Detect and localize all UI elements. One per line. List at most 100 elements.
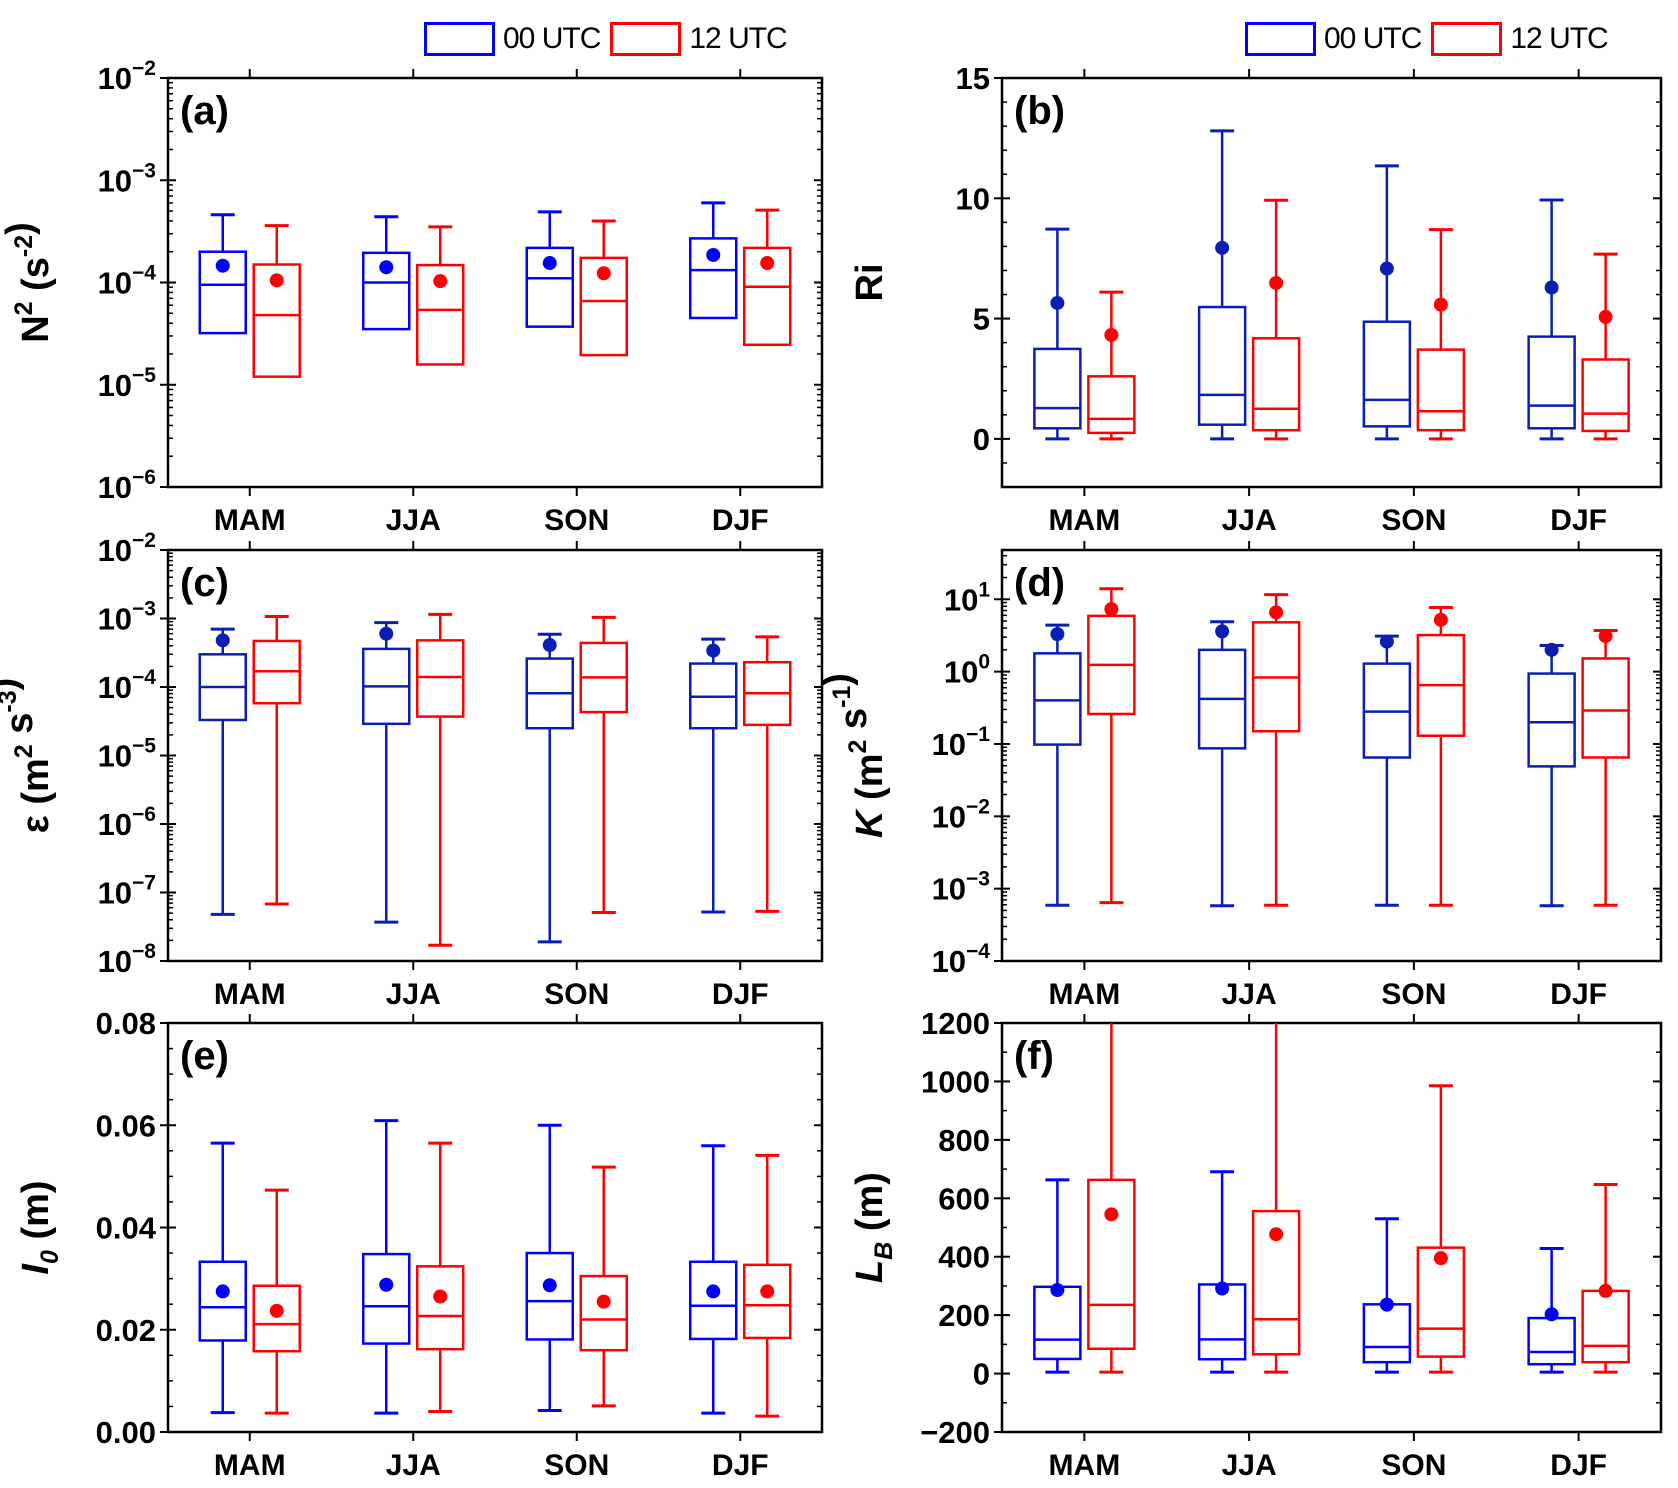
x-tick-label-djf: DJF <box>712 978 769 1011</box>
y-tick-label: 5 <box>973 302 990 337</box>
x-tick-label-son: SON <box>1381 1449 1446 1482</box>
box-12utc-son <box>1416 1084 1466 1374</box>
y-tick-label: 15 <box>956 61 990 96</box>
x-tick-label-jja: JJA <box>386 504 441 537</box>
box-00utc-son <box>1362 1217 1412 1374</box>
box-iqr <box>416 639 465 718</box>
panel-label: (e) <box>180 1034 229 1078</box>
box-12utc-jja <box>1251 593 1301 907</box>
mean-marker <box>1433 612 1448 627</box>
y-tick-label: 10−1 <box>932 723 991 762</box>
mean-marker <box>1598 629 1613 644</box>
box-00utc-djf <box>1527 642 1576 908</box>
box-iqr <box>689 237 738 320</box>
box-iqr <box>362 1252 411 1345</box>
mean-marker <box>1379 261 1394 276</box>
plot-frame <box>1000 76 1663 489</box>
mean-marker <box>269 273 284 288</box>
legend-label-00utc: 00 UTC <box>503 22 601 55</box>
box-12utc-jja <box>416 225 465 366</box>
mean-marker <box>433 1289 448 1304</box>
y-tick-label: 10−5 <box>98 364 157 403</box>
box-12utc-mam <box>252 1188 301 1415</box>
mean-marker <box>269 1303 284 1318</box>
mean-marker <box>215 1284 230 1299</box>
mean-marker <box>1544 280 1559 295</box>
y-tick-label: 100 <box>944 651 990 690</box>
y-tick-label: 0 <box>973 1357 990 1392</box>
box-iqr <box>1527 335 1576 430</box>
mean-marker <box>1104 602 1119 617</box>
box-iqr <box>362 251 411 331</box>
y-tick-label: 10−2 <box>98 57 156 96</box>
box-12utc-djf <box>743 635 792 913</box>
x-tick-label-mam: MAM <box>214 978 286 1011</box>
legend-right: 00 UTC 12 UTC <box>1245 19 1618 59</box>
legend-item-12utc: 12 UTC <box>1431 22 1609 56</box>
box-12utc-jja <box>1251 198 1301 441</box>
box-00utc-mam <box>198 1141 247 1415</box>
mean-marker <box>1269 605 1284 620</box>
box-12utc-mam <box>252 224 301 378</box>
mean-marker <box>542 638 557 653</box>
y-tick-label: 10−3 <box>98 598 156 637</box>
x-tick-label-djf: DJF <box>1550 1449 1607 1482</box>
mean-marker <box>1050 295 1065 310</box>
box-12utc-jja <box>416 1141 465 1414</box>
plot-frame <box>166 76 824 489</box>
box-00utc-djf <box>1527 1247 1576 1374</box>
x-tick-label-jja: JJA <box>386 978 441 1011</box>
box-iqr <box>1581 358 1630 433</box>
box-00utc-djf <box>689 637 738 914</box>
x-tick-label-mam: MAM <box>1049 504 1121 537</box>
y-tick-label: 10−2 <box>98 529 156 568</box>
y-tick-label: 10−6 <box>98 466 156 505</box>
box-iqr <box>1581 657 1630 759</box>
x-tick-label-jja: JJA <box>386 1449 441 1482</box>
y-tick-label: 0 <box>973 422 990 457</box>
box-00utc-mam <box>198 213 247 335</box>
box-iqr <box>1251 337 1301 432</box>
box-00utc-son <box>1362 634 1412 907</box>
box-00utc-son <box>525 1123 574 1413</box>
y-tick-label: 0.04 <box>96 1211 157 1246</box>
y-tick-label: 10 <box>956 181 990 216</box>
box-iqr <box>1362 1303 1412 1364</box>
x-tick-label-son: SON <box>544 504 609 537</box>
mean-marker <box>433 274 448 289</box>
legend-item-12utc: 12 UTC <box>610 22 788 56</box>
mean-marker <box>760 1284 775 1299</box>
mean-marker <box>706 247 721 262</box>
box-00utc-djf <box>689 201 738 320</box>
x-tick-label-djf: DJF <box>1550 504 1607 537</box>
box-iqr <box>579 1274 628 1352</box>
mean-marker <box>1215 240 1230 255</box>
mean-marker <box>542 256 557 271</box>
y-tick-label: 10−8 <box>98 940 157 979</box>
legend-left: 00 UTC 12 UTC <box>424 19 797 59</box>
box-12utc-djf <box>743 1153 792 1418</box>
x-tick-label-mam: MAM <box>214 504 286 537</box>
panel-c: 10−8 10−7 10−6 10−5 10−4 10−3 10−2 MAM JJA SON DJF… <box>0 529 824 1011</box>
box-iqr <box>1087 375 1136 435</box>
y-axis-title: N2 (s-2) <box>0 222 57 343</box>
box-iqr <box>1251 1209 1301 1356</box>
panel-label: (c) <box>180 561 229 605</box>
plot-frame <box>166 1021 824 1434</box>
box-iqr <box>198 1260 247 1342</box>
mean-marker <box>215 633 230 648</box>
y-tick-label: 10−7 <box>98 872 156 911</box>
mean-marker <box>596 266 611 281</box>
y-tick-label: 1200 <box>921 1006 990 1041</box>
box-iqr <box>198 250 247 335</box>
panel-label: (a) <box>180 89 229 133</box>
panel-f: −200 0 200 400 600 800 1000 1200 MAM JJA SON DJF (f)… <box>849 1006 1663 1482</box>
panel-label: (f) <box>1014 1034 1054 1078</box>
box-00utc-son <box>525 210 574 328</box>
plot-frame <box>166 548 824 963</box>
y-tick-label: 10−3 <box>932 868 990 907</box>
box-iqr <box>525 1251 574 1341</box>
box-00utc-mam <box>1033 227 1082 441</box>
y-tick-label: 0.00 <box>96 1415 156 1450</box>
